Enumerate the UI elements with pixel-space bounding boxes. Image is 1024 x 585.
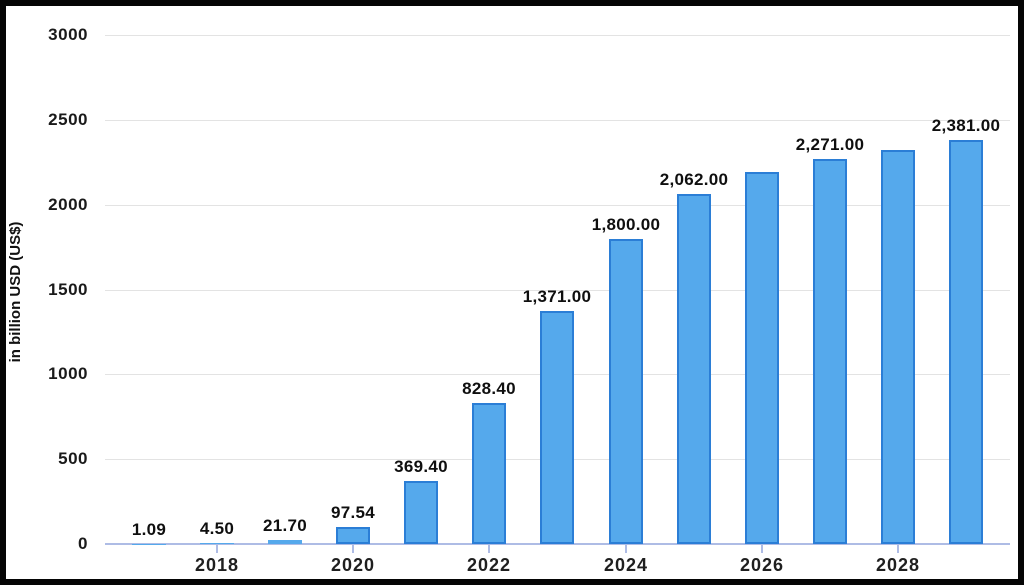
bar-value-label-2021: 369.40 (394, 457, 448, 476)
bar-value-label-2017: 1.09 (131, 520, 167, 539)
bar-value-label-2023: 1,371.00 (522, 287, 592, 306)
x-tick-label-2022: 2022 (466, 555, 512, 575)
gridline-2000 (105, 205, 1010, 206)
bar-2019 (268, 540, 302, 544)
bar-value-label-2019: 21.70 (262, 516, 308, 535)
x-tick-label-2018: 2018 (194, 555, 240, 575)
bar-value-label-2027: 2,271.00 (795, 135, 865, 154)
bar-value-label-2020: 97.54 (330, 503, 376, 522)
x-tick-2018 (216, 545, 218, 553)
bar-2029 (949, 140, 983, 544)
x-tick-label-2028: 2028 (875, 555, 921, 575)
bar-value-label-2022: 828.40 (462, 379, 516, 398)
bar-2026 (745, 172, 779, 544)
gridline-1500 (105, 290, 1010, 291)
y-tick-label-3000: 3000 (48, 25, 88, 44)
bar-2023 (540, 311, 574, 544)
y-tick-label-500: 500 (58, 449, 88, 468)
bar-2024 (609, 238, 643, 544)
bar-2028 (881, 150, 915, 544)
bar-2022 (472, 403, 506, 544)
x-tick-label-2020: 2020 (330, 555, 376, 575)
bar-2027 (813, 158, 847, 544)
y-tick-label-2500: 2500 (48, 110, 88, 129)
bar-value-label-2025: 2,062.00 (659, 170, 729, 189)
bar-value-label-2029: 2,381.00 (931, 116, 1001, 135)
y-tick-label-2000: 2000 (48, 195, 88, 214)
x-tick-2026 (761, 545, 763, 553)
bar-2020 (336, 527, 370, 544)
x-tick-2024 (625, 545, 627, 553)
gridline-2500 (105, 120, 1010, 121)
x-tick-label-2024: 2024 (603, 555, 649, 575)
y-tick-label-1000: 1000 (48, 364, 88, 383)
bar-2021 (404, 481, 438, 544)
bar-2025 (677, 194, 711, 544)
gridline-3000 (105, 35, 1010, 36)
x-tick-2028 (897, 545, 899, 553)
x-tick-2020 (352, 545, 354, 553)
x-axis-line (105, 543, 1010, 545)
x-tick-2022 (488, 545, 490, 553)
bar-2018 (200, 543, 234, 544)
x-tick-label-2026: 2026 (739, 555, 785, 575)
bar-value-label-2018: 4.50 (199, 519, 235, 538)
y-tick-label-1500: 1500 (48, 280, 88, 299)
y-tick-label-0: 0 (78, 534, 88, 553)
bar-value-label-2024: 1,800.00 (591, 215, 661, 234)
